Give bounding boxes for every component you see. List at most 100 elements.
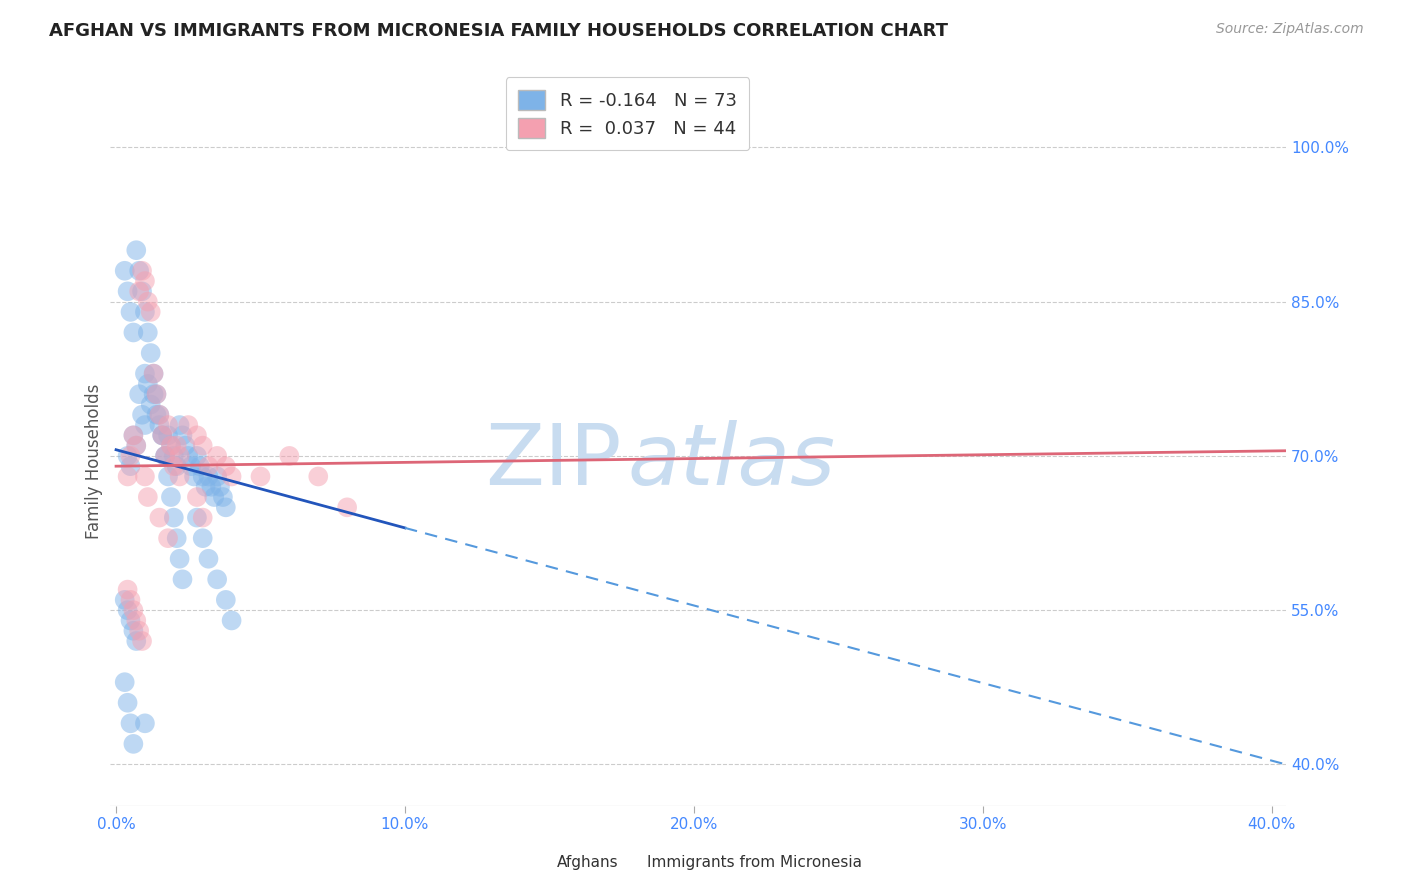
Point [134, 469, 156, 483]
Point [180, 459, 202, 474]
Point [160, 439, 183, 453]
Point [209, 480, 232, 494]
Point [142, 367, 165, 381]
Point [212, 490, 235, 504]
Point [117, 696, 139, 710]
Point [134, 274, 156, 288]
Point [169, 469, 191, 483]
Point [166, 439, 188, 453]
Point [136, 326, 159, 340]
Point [125, 243, 148, 257]
Point [163, 459, 186, 474]
Point [169, 449, 191, 463]
Text: Immigrants from Micronesia: Immigrants from Micronesia [647, 855, 862, 870]
Point [205, 449, 228, 463]
Point [134, 716, 156, 731]
Point [221, 469, 243, 483]
Point [117, 285, 139, 299]
Point [134, 418, 156, 433]
Text: ZIP: ZIP [485, 419, 621, 502]
Point [177, 418, 200, 433]
Point [205, 469, 228, 483]
Point [145, 387, 167, 401]
Point [163, 449, 186, 463]
Point [120, 305, 142, 319]
Point [191, 531, 214, 545]
Point [142, 367, 165, 381]
Text: AFGHAN VS IMMIGRANTS FROM MICRONESIA FAMILY HOUSEHOLDS CORRELATION CHART: AFGHAN VS IMMIGRANTS FROM MICRONESIA FAM… [49, 22, 948, 40]
Point [157, 469, 180, 483]
Point [139, 397, 162, 411]
Text: Afghans: Afghans [557, 855, 619, 870]
Point [174, 439, 197, 453]
Point [194, 480, 217, 494]
Point [166, 531, 188, 545]
Point [117, 469, 139, 483]
Point [120, 459, 142, 474]
Point [307, 469, 329, 483]
Point [148, 418, 170, 433]
Point [186, 510, 208, 524]
Point [128, 264, 150, 278]
Point [125, 634, 148, 648]
Point [157, 428, 180, 442]
Point [186, 490, 208, 504]
Point [117, 582, 139, 597]
Point [114, 264, 136, 278]
Point [139, 305, 162, 319]
Point [120, 614, 142, 628]
Point [183, 469, 205, 483]
Point [166, 459, 188, 474]
Point [150, 428, 173, 442]
Point [221, 614, 243, 628]
Point [172, 428, 194, 442]
Point [122, 428, 145, 442]
Legend: R = -0.164   N = 73, R =  0.037   N = 44: R = -0.164 N = 73, R = 0.037 N = 44 [506, 78, 749, 151]
Point [215, 593, 238, 607]
Point [128, 624, 150, 638]
Point [136, 294, 159, 309]
Point [188, 459, 211, 474]
Point [160, 490, 183, 504]
Point [163, 510, 186, 524]
Point [136, 490, 159, 504]
Point [197, 469, 219, 483]
Point [197, 551, 219, 566]
Point [153, 449, 176, 463]
Point [186, 428, 208, 442]
Point [128, 285, 150, 299]
Point [278, 449, 301, 463]
Point [131, 634, 153, 648]
Point [153, 449, 176, 463]
Point [150, 428, 173, 442]
Point [134, 367, 156, 381]
Point [145, 408, 167, 422]
Point [148, 408, 170, 422]
Point [153, 449, 176, 463]
Point [205, 572, 228, 586]
Point [122, 428, 145, 442]
Point [142, 387, 165, 401]
Point [122, 326, 145, 340]
Point [215, 459, 238, 474]
Point [122, 624, 145, 638]
Point [186, 449, 208, 463]
Point [117, 603, 139, 617]
Y-axis label: Family Households: Family Households [86, 384, 103, 539]
Point [191, 439, 214, 453]
Text: atlas: atlas [627, 419, 835, 502]
Point [145, 387, 167, 401]
Point [197, 459, 219, 474]
Point [134, 305, 156, 319]
Point [191, 469, 214, 483]
Point [120, 716, 142, 731]
Point [150, 428, 173, 442]
Point [114, 675, 136, 690]
Point [172, 572, 194, 586]
Point [125, 439, 148, 453]
Text: Source: ZipAtlas.com: Source: ZipAtlas.com [1216, 22, 1364, 37]
Point [202, 490, 225, 504]
Point [249, 469, 271, 483]
Point [160, 439, 183, 453]
Point [125, 614, 148, 628]
